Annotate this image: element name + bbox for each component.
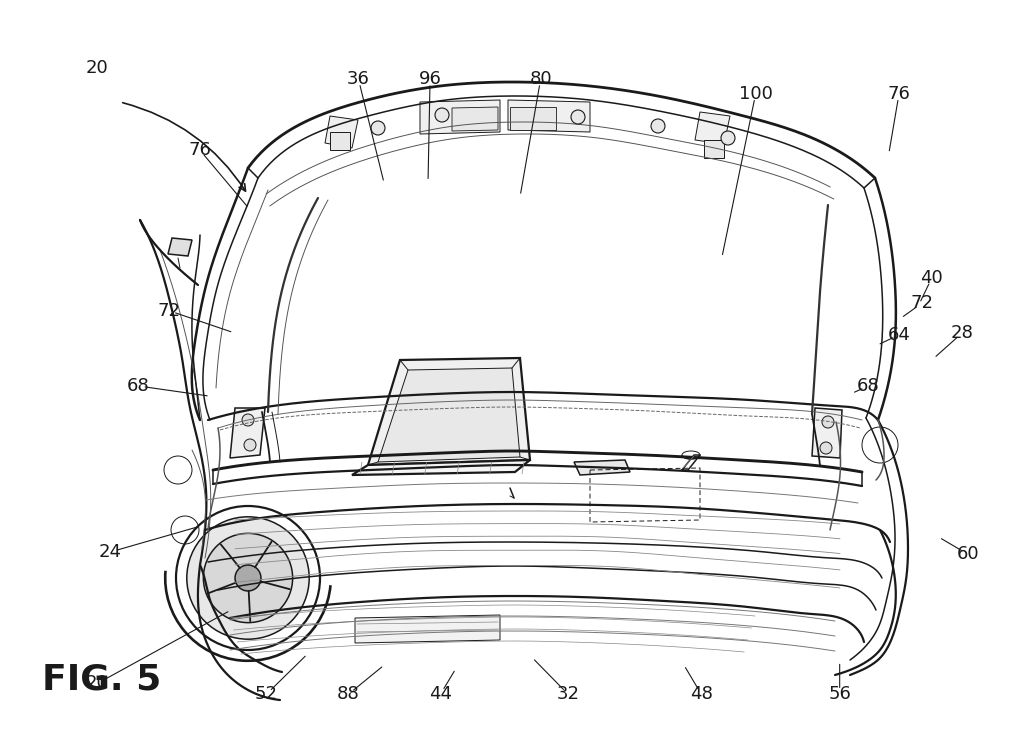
Circle shape	[242, 414, 254, 426]
Polygon shape	[574, 460, 630, 475]
Polygon shape	[508, 100, 590, 132]
Text: 64: 64	[888, 326, 910, 344]
Circle shape	[571, 110, 585, 124]
Polygon shape	[812, 408, 842, 458]
Text: 40: 40	[921, 269, 943, 287]
Circle shape	[236, 565, 261, 591]
Circle shape	[244, 439, 256, 451]
Polygon shape	[168, 238, 193, 256]
Circle shape	[820, 442, 831, 454]
Polygon shape	[352, 460, 530, 475]
Polygon shape	[378, 368, 520, 462]
Text: 100: 100	[738, 85, 773, 102]
Circle shape	[204, 534, 293, 623]
Polygon shape	[325, 116, 358, 148]
Polygon shape	[330, 132, 350, 150]
Text: 48: 48	[690, 686, 713, 703]
Text: 76: 76	[888, 85, 910, 102]
Text: 56: 56	[828, 686, 851, 703]
Text: 68: 68	[857, 377, 880, 395]
Text: 20: 20	[86, 59, 109, 77]
Text: 52: 52	[255, 686, 278, 703]
Text: 32: 32	[557, 686, 580, 703]
Text: 24: 24	[99, 543, 122, 561]
Circle shape	[651, 119, 665, 133]
Text: FIG. 5: FIG. 5	[42, 663, 161, 697]
Polygon shape	[695, 112, 730, 144]
Polygon shape	[420, 100, 500, 134]
Polygon shape	[705, 140, 724, 158]
Polygon shape	[368, 358, 530, 465]
Polygon shape	[510, 107, 556, 130]
Text: 36: 36	[347, 70, 370, 88]
Circle shape	[435, 108, 449, 122]
Polygon shape	[355, 615, 500, 643]
Circle shape	[721, 131, 735, 145]
Text: 80: 80	[529, 70, 552, 88]
Text: 72: 72	[158, 302, 180, 319]
Text: 68: 68	[127, 377, 150, 395]
Circle shape	[371, 121, 385, 135]
Text: 76: 76	[188, 141, 211, 159]
Text: 88: 88	[337, 686, 359, 703]
Text: 96: 96	[419, 70, 441, 88]
Circle shape	[186, 517, 309, 639]
Text: 20: 20	[86, 675, 109, 692]
Circle shape	[822, 416, 834, 428]
Polygon shape	[230, 408, 265, 458]
Polygon shape	[452, 107, 498, 131]
Text: 28: 28	[951, 324, 974, 341]
Text: 44: 44	[429, 686, 452, 703]
Text: 60: 60	[956, 545, 979, 563]
Text: 72: 72	[910, 295, 933, 312]
